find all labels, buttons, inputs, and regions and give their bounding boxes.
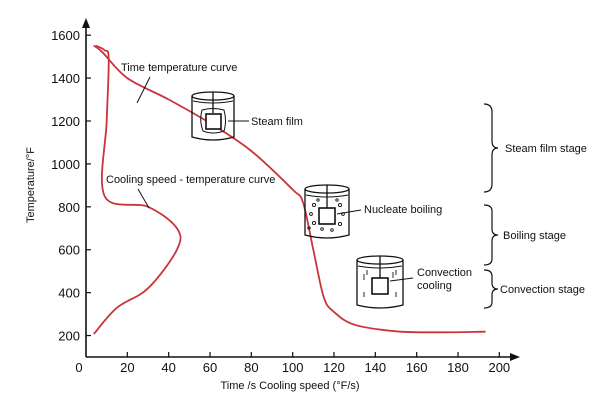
cooling-speed-temperature-curve (93, 45, 182, 335)
boiling-stage-brace (483, 204, 499, 266)
steam-film-stage-brace (483, 103, 499, 193)
convection-label: Convection (417, 267, 472, 279)
y-axis-arrow-icon (82, 18, 90, 28)
ticks: 0 20 40 60 80 100 120 140 160 180 200 200 400 600 800 1… (51, 28, 510, 375)
x-tick-label: 180 (447, 360, 469, 375)
cooling-label: cooling (417, 280, 452, 292)
x-tick-label: 80 (244, 360, 258, 375)
y-tick-label: 1600 (51, 28, 80, 43)
y-tick-label: 1000 (51, 157, 80, 172)
y-axis-title: Temperature/°F (25, 147, 37, 223)
convection-stage-label: Convection stage (500, 284, 585, 296)
stage-braces (483, 103, 499, 309)
x-tick-label: 40 (161, 360, 175, 375)
steam-film-beaker-icon (191, 91, 249, 141)
x-tick-label: 140 (364, 360, 386, 375)
y-tick-label: 400 (58, 286, 80, 301)
steam-film-stage-label: Steam film stage (505, 143, 587, 155)
nucleate-boiling-beaker-icon (304, 184, 362, 239)
time-curve-leader (136, 76, 151, 104)
x-tick-label: 100 (282, 360, 304, 375)
steam-film-label: Steam film (251, 116, 303, 128)
time-temperature-curve-label: Time temperature curve (121, 62, 237, 74)
x-tick-label: 0 (75, 360, 82, 375)
convection-cooling-beaker-icon (356, 255, 414, 309)
x-axis-title: Time /s Cooling speed (°F/s) (220, 380, 359, 392)
x-tick-label: 160 (406, 360, 428, 375)
convection-stage-brace (483, 269, 499, 309)
x-tick-label: 200 (488, 360, 510, 375)
x-tick-label: 120 (323, 360, 345, 375)
y-tick-label: 1200 (51, 114, 80, 129)
axes (82, 18, 520, 361)
cooling-curve-leader (137, 188, 150, 209)
boiling-stage-label: Boiling stage (503, 230, 566, 242)
x-tick-label: 20 (120, 360, 134, 375)
x-axis-arrow-icon (510, 353, 520, 361)
y-tick-label: 800 (58, 200, 80, 215)
time-temperature-curve (93, 45, 486, 334)
nucleate-boiling-label: Nucleate boiling (364, 204, 442, 216)
y-tick-label: 200 (58, 329, 80, 344)
x-tick-label: 60 (203, 360, 217, 375)
y-tick-label: 1400 (51, 71, 80, 86)
y-tick-label: 600 (58, 243, 80, 258)
cooling-speed-curve-label: Cooling speed - temperature curve (106, 174, 275, 186)
